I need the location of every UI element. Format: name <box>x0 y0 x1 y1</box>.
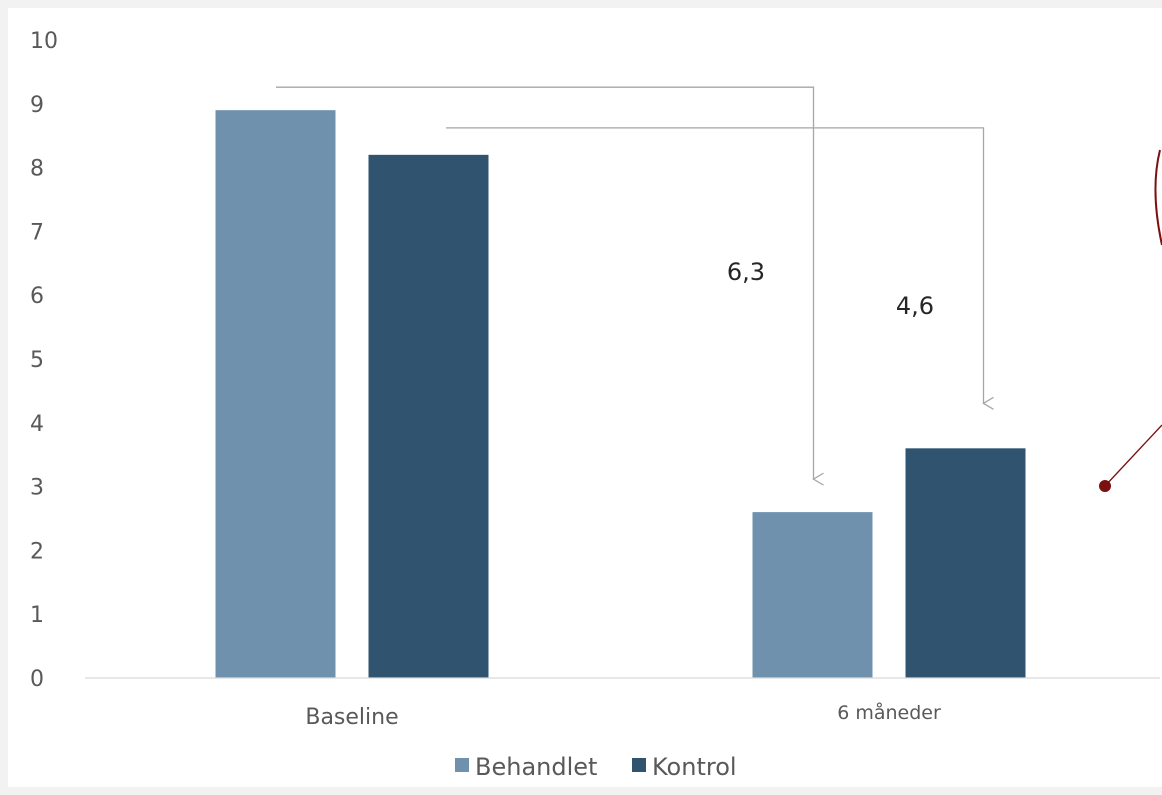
legend-swatch-kontrol <box>632 758 646 772</box>
bar-kontrol-0 <box>368 154 489 679</box>
legend-label-behandlet: Behandlet <box>475 753 597 781</box>
bars <box>215 110 1026 679</box>
y-tick-label: 1 <box>30 603 44 628</box>
change-arrow-kontrol <box>446 127 994 410</box>
y-tick-label: 10 <box>30 29 58 54</box>
change-label-kontrol: 4,6 <box>896 292 934 320</box>
change-arrow-behandlet <box>276 86 824 486</box>
legend: Behandlet Kontrol <box>455 753 737 781</box>
change-arrows: 6,3 4,6 <box>276 86 994 486</box>
y-tick-label: 7 <box>30 220 44 245</box>
y-tick-label: 8 <box>30 157 44 182</box>
y-tick-label: 6 <box>30 284 44 309</box>
y-axis-ticks: 0 1 2 3 4 5 6 7 8 9 10 <box>30 29 58 692</box>
y-tick-label: 9 <box>30 93 44 118</box>
y-tick-label: 3 <box>30 476 44 501</box>
callout-arc <box>1154 149 1162 246</box>
y-tick-label: 4 <box>30 412 44 437</box>
y-tick-label: 5 <box>30 348 44 373</box>
bar-behandlet-0 <box>215 110 336 679</box>
x-category-label: 6 måneder <box>837 701 941 724</box>
change-label-behandlet: 6,3 <box>727 258 765 286</box>
y-tick-label: 0 <box>30 667 44 692</box>
legend-label-kontrol: Kontrol <box>652 753 737 781</box>
callout-dot <box>1099 480 1111 492</box>
legend-swatch-behandlet <box>455 758 469 772</box>
category-labels: Baseline 6 måneder <box>305 701 941 730</box>
x-category-label: Baseline <box>305 705 398 730</box>
bar-kontrol-1 <box>905 448 1026 678</box>
y-tick-label: 2 <box>30 539 44 564</box>
bar-behandlet-1 <box>752 512 873 678</box>
callout-leader-line <box>1104 424 1162 487</box>
